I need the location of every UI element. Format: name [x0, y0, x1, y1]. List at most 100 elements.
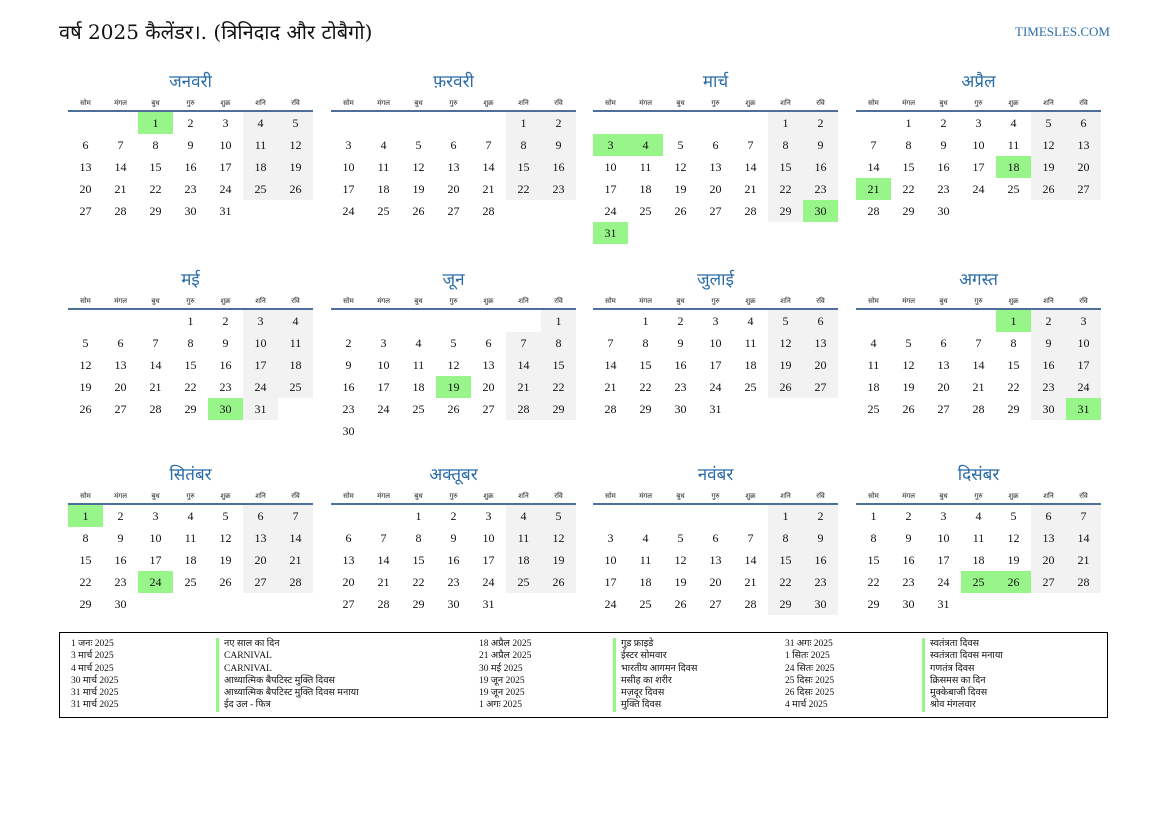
day-cell: 10 — [937, 531, 950, 545]
day-cell: 3 — [975, 116, 982, 130]
weekday-label: शनि — [255, 492, 266, 500]
day-cell: 30 — [1031, 398, 1066, 420]
day-cell: 26 — [447, 402, 460, 416]
empty-cell — [961, 310, 996, 332]
day-cell: 26 — [674, 597, 687, 611]
empty-cell — [138, 310, 173, 332]
weekday-label: गुरु — [711, 492, 720, 500]
day-cell: 11 — [867, 358, 880, 372]
weekday-label: रवि — [291, 492, 300, 500]
day-cell: 25 — [867, 402, 880, 416]
holiday-date: 18 अप्रैल 2025 — [479, 639, 532, 649]
day-cell: 6 — [450, 138, 457, 152]
day-cell: 29 — [768, 200, 803, 222]
day-cell: 2 — [450, 509, 457, 523]
weekday-label: सोम — [343, 297, 354, 305]
day-cell: 29 — [184, 402, 197, 416]
holiday-date: 31 अगः 2025 — [785, 639, 833, 649]
day-cell: 25 — [1007, 182, 1020, 196]
day-cell: 14 — [506, 354, 541, 376]
day-cell: 16 — [1031, 354, 1066, 376]
day-cell: 30 — [184, 204, 197, 218]
day-cell: 20 — [243, 549, 278, 571]
day-cell: 26 — [79, 402, 92, 416]
day-cell: 4 — [380, 138, 387, 152]
day-cell: 11 — [639, 553, 652, 567]
weekday-label: मंगल — [902, 492, 915, 500]
holiday-name: मसीह का शरीर — [613, 674, 697, 688]
day-cell: 26 — [278, 178, 313, 200]
day-cell: 8 — [642, 336, 649, 350]
weekday-label: सोम — [605, 492, 616, 500]
day-cell: 13 — [709, 160, 722, 174]
day-cell: 14 — [482, 160, 495, 174]
weekday-label: मंगल — [639, 297, 652, 305]
day-cell: 9 — [1031, 332, 1066, 354]
day-cell: 12 — [278, 134, 313, 156]
day-cell: 15 — [412, 553, 425, 567]
day-cell: 7 — [1066, 505, 1101, 527]
weekday-label: मंगल — [902, 297, 915, 305]
day-cell: 29 — [639, 402, 652, 416]
day-cell: 28 — [972, 402, 985, 416]
day-cell: 9 — [677, 336, 684, 350]
day-cell: 15 — [541, 354, 576, 376]
day-cell: 28 — [149, 402, 162, 416]
day-cell: 25 — [744, 380, 757, 394]
site-link[interactable]: TIMESLES.COM — [1015, 24, 1110, 39]
day-cell: 6 — [712, 531, 719, 545]
day-cell: 4 — [1010, 116, 1017, 130]
weekday-label: सोम — [80, 492, 91, 500]
weekday-label: मंगल — [377, 297, 390, 305]
day-cell: 1 — [187, 314, 194, 328]
day-cell: 10 — [377, 358, 390, 372]
day-cell: 17 — [377, 380, 390, 394]
day-cell: 27 — [482, 402, 495, 416]
day-cell: 1 — [905, 116, 912, 130]
empty-cell — [471, 310, 506, 332]
day-cell: 18 — [972, 553, 985, 567]
holiday-day-cell: 31 — [1066, 398, 1101, 420]
holiday-date: 1 जनः 2025 — [71, 639, 114, 649]
holiday-name: गुड फ्राइडे — [613, 638, 697, 651]
day-cell: 15 — [506, 156, 541, 178]
weekday-header: सोम मंगल बुध गुरु शुक्र शनि रवि — [593, 294, 838, 310]
day-cell: 8 — [541, 332, 576, 354]
day-cell: 12 — [412, 160, 425, 174]
day-cell: 22 — [412, 575, 425, 589]
day-cell: 11 — [639, 160, 652, 174]
day-cell: 4 — [642, 531, 649, 545]
day-cell: 11 — [377, 160, 390, 174]
weekday-label: बुध — [151, 492, 160, 500]
day-cell: 10 — [604, 553, 617, 567]
day-cell: 27 — [114, 402, 127, 416]
month-name: दिसंबर — [957, 465, 1000, 485]
day-cell: 3 — [1066, 310, 1101, 332]
day-cell: 1 — [541, 310, 576, 332]
holiday-name: मुक्ति दिवस — [613, 699, 697, 712]
holiday-name: CARNIVAL — [216, 662, 359, 675]
day-cell: 19 — [1031, 156, 1066, 178]
day-cell: 27 — [937, 402, 950, 416]
weekday-label: रवि — [816, 297, 825, 305]
day-cell: 2 — [940, 116, 947, 130]
day-cell: 21 — [278, 549, 313, 571]
weekday-label: रवि — [1079, 99, 1088, 107]
day-cell: 12 — [1007, 531, 1020, 545]
day-cell: 16 — [184, 160, 197, 174]
weekday-label: शुक्र — [220, 297, 231, 305]
empty-cell — [103, 310, 138, 332]
day-cell: 11 — [744, 336, 757, 350]
weekday-label: गुरु — [186, 492, 195, 500]
day-cell: 24 — [342, 204, 355, 218]
weekday-label: शुक्र — [1008, 492, 1019, 500]
day-cell: 3 — [243, 310, 278, 332]
day-cell: 22 — [184, 380, 197, 394]
weekday-header: सोम मंगल बुध गुरु शुक्र शनि रवि — [856, 96, 1101, 112]
day-cell: 15 — [768, 549, 803, 571]
holiday-dates-column: 31 अगः 2025 1 सितः 2025 24 सितः 2025 25 दिस… — [785, 638, 834, 712]
day-cell: 20 — [342, 575, 355, 589]
weekday-label: शनि — [518, 99, 529, 107]
empty-cell — [436, 112, 471, 134]
day-cell: 17 — [219, 160, 232, 174]
